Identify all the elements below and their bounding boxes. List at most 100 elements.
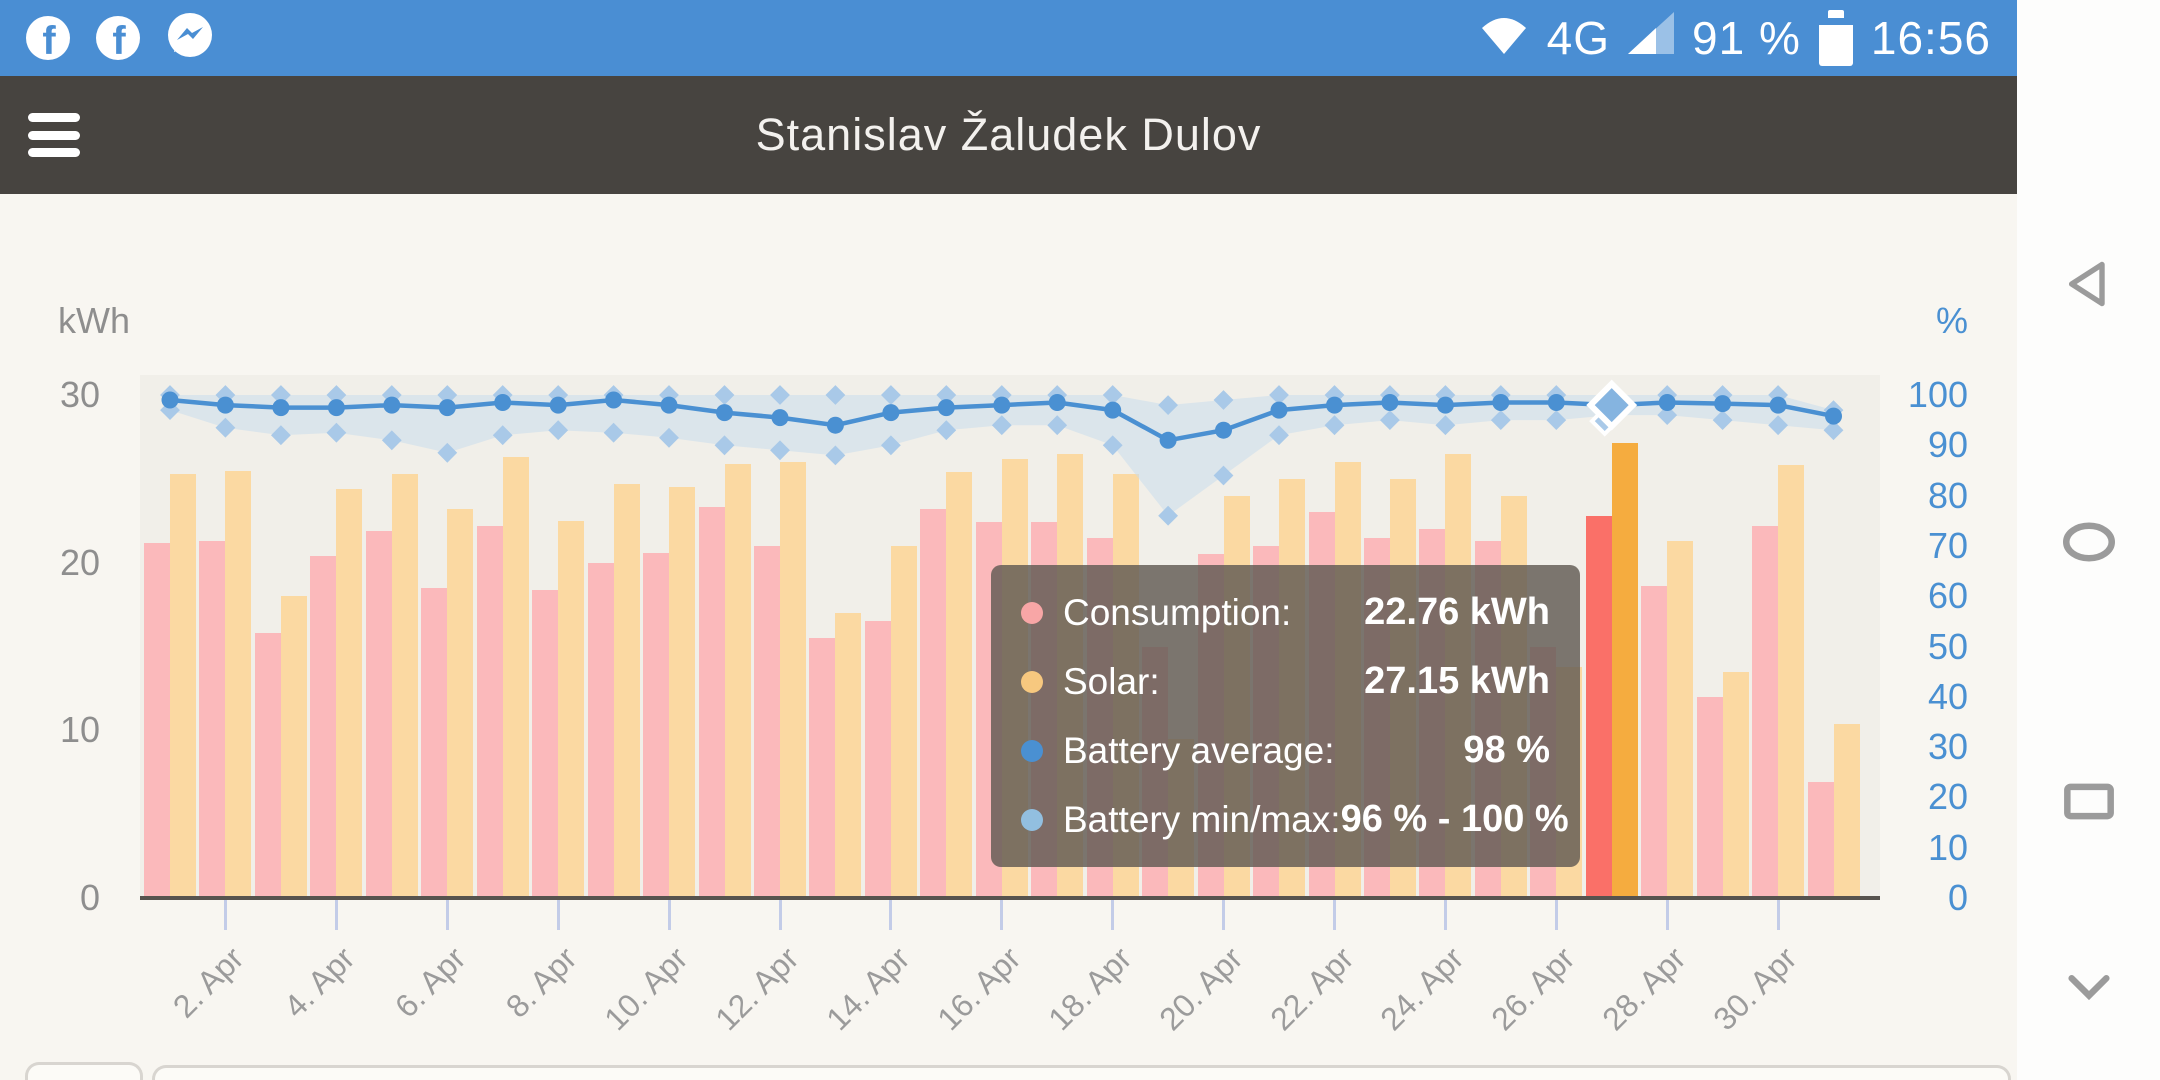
solar-bar[interactable] (780, 462, 806, 898)
facebook-icon: f (26, 16, 70, 60)
consumption-bar[interactable] (1641, 586, 1668, 898)
solar-bar[interactable] (225, 470, 252, 898)
solar-bar[interactable] (1611, 442, 1638, 898)
solar-bar[interactable] (391, 473, 418, 898)
home-button[interactable] (2062, 516, 2115, 568)
right-axis-tick-label: 90 (1927, 424, 1968, 466)
recents-button[interactable] (2063, 776, 2115, 828)
page-title: Stanislav Žaludek Dulov (755, 109, 1262, 160)
consumption-bar[interactable] (1752, 525, 1779, 898)
consumption-bar[interactable] (1807, 782, 1834, 898)
bottom-card-small[interactable] (25, 1062, 143, 1080)
status-bar: f f 4G 91 % (0, 0, 2017, 76)
tooltip-label: Battery average: (1063, 729, 1335, 771)
status-bar-indicators: 4G 91 % 16:56 (1479, 10, 1991, 67)
consumption-bar[interactable] (920, 509, 947, 898)
right-axis-tick-label: 50 (1927, 625, 1968, 667)
solar-bar[interactable] (502, 457, 529, 898)
x-axis-line (140, 896, 1880, 900)
consumption-bar[interactable] (421, 587, 448, 898)
back-icon (2068, 261, 2105, 307)
consumption-bar[interactable] (1585, 516, 1612, 898)
bottom-card-wide[interactable] (152, 1065, 2011, 1080)
x-axis-tick (1665, 900, 1669, 930)
android-nav-rail (2017, 0, 2160, 1080)
series-dot-icon (1021, 670, 1043, 693)
consumption-bar[interactable] (532, 589, 559, 898)
hamburger-icon (28, 113, 80, 122)
tooltip-row: Battery min/max: 96 % - 100 % (1021, 798, 1569, 841)
x-axis-tick (223, 900, 227, 930)
right-axis-tick-label: 100 (1907, 374, 1968, 415)
consumption-bar[interactable] (310, 556, 337, 898)
consumption-bar[interactable] (144, 542, 170, 898)
solar-bar[interactable] (447, 509, 474, 898)
solar-bar[interactable] (613, 483, 640, 898)
consumption-bar[interactable] (754, 545, 780, 898)
tooltip-label: Solar: (1063, 660, 1160, 702)
solar-bar[interactable] (724, 463, 751, 898)
series-dot-icon (1021, 739, 1043, 762)
solar-bar[interactable] (170, 473, 196, 898)
consumption-bar[interactable] (365, 530, 392, 898)
battery-icon (1818, 10, 1853, 66)
menu-button[interactable] (28, 113, 80, 157)
consumption-bar[interactable] (643, 552, 669, 898)
messenger-icon (166, 12, 214, 65)
tooltip-row: Battery average: 98 % (1021, 729, 1550, 772)
right-axis-tick-label: 30 (1927, 726, 1968, 768)
consumption-bar[interactable] (587, 562, 614, 898)
app-header: Stanislav Žaludek Dulov (0, 76, 2017, 194)
x-axis-tick (556, 900, 560, 930)
chevron-down-icon (2067, 975, 2110, 1001)
x-axis-tick (1443, 900, 1447, 930)
solar-bar[interactable] (1833, 723, 1860, 898)
x-axis-tick (778, 900, 782, 930)
tooltip-label: Consumption: (1063, 591, 1292, 633)
left-axis-tick-label: 0 (79, 877, 100, 918)
right-axis-tick-label: 0 (1947, 877, 1968, 918)
solar-bar[interactable] (890, 545, 917, 898)
series-dot-icon (1021, 808, 1043, 831)
solar-bar[interactable] (835, 613, 862, 898)
battery-percent-label: 91 % (1692, 12, 1801, 64)
solar-bar[interactable] (1778, 465, 1805, 898)
x-axis-tick (667, 900, 671, 930)
solar-bar[interactable] (280, 596, 307, 898)
right-axis-unit: % (1935, 300, 1968, 341)
solar-bar[interactable] (946, 472, 973, 898)
solar-bar[interactable] (1667, 540, 1694, 898)
consumption-bar[interactable] (1696, 696, 1723, 898)
back-button[interactable] (2063, 258, 2115, 310)
tooltip-label: Battery min/max: (1063, 798, 1341, 840)
tooltip-value: 98 % (1463, 729, 1550, 771)
consumption-bar[interactable] (254, 633, 281, 898)
tooltip-value: 96 % - 100 % (1340, 798, 1569, 840)
facebook-icon: f (96, 16, 140, 60)
tooltip-row: Solar: 27.15 kWh (1021, 660, 1550, 703)
x-axis-tick (1776, 900, 1780, 930)
consumption-bar[interactable] (809, 638, 836, 898)
solar-bar[interactable] (336, 488, 363, 898)
tooltip-value: 22.76 kWh (1364, 591, 1550, 633)
consumption-bar[interactable] (698, 507, 725, 898)
left-axis-tick-label: 10 (59, 709, 100, 751)
x-axis-tick (1554, 900, 1558, 930)
consumption-bar[interactable] (199, 540, 226, 898)
tooltip-value: 27.15 kWh (1364, 660, 1550, 702)
right-axis-tick-label: 80 (1927, 474, 1968, 516)
recents-icon (2063, 783, 2114, 820)
hide-navbar-button[interactable] (2063, 962, 2115, 1014)
tooltip-row: Consumption: 22.76 kWh (1021, 591, 1550, 634)
right-axis-tick-label: 20 (1927, 776, 1968, 818)
solar-bar[interactable] (558, 520, 585, 898)
solar-bar[interactable] (669, 487, 695, 898)
x-axis-tick (1333, 900, 1336, 930)
energy-chart[interactable]: kWh % 30 20 10 0 100 90 80 70 60 50 40 30 20 10 0 2. … (0, 194, 2017, 1080)
right-axis-tick-label: 60 (1927, 575, 1968, 617)
x-axis-tick (1111, 900, 1115, 930)
consumption-bar[interactable] (864, 621, 891, 898)
solar-bar[interactable] (1722, 671, 1749, 898)
consumption-bar[interactable] (476, 525, 503, 898)
